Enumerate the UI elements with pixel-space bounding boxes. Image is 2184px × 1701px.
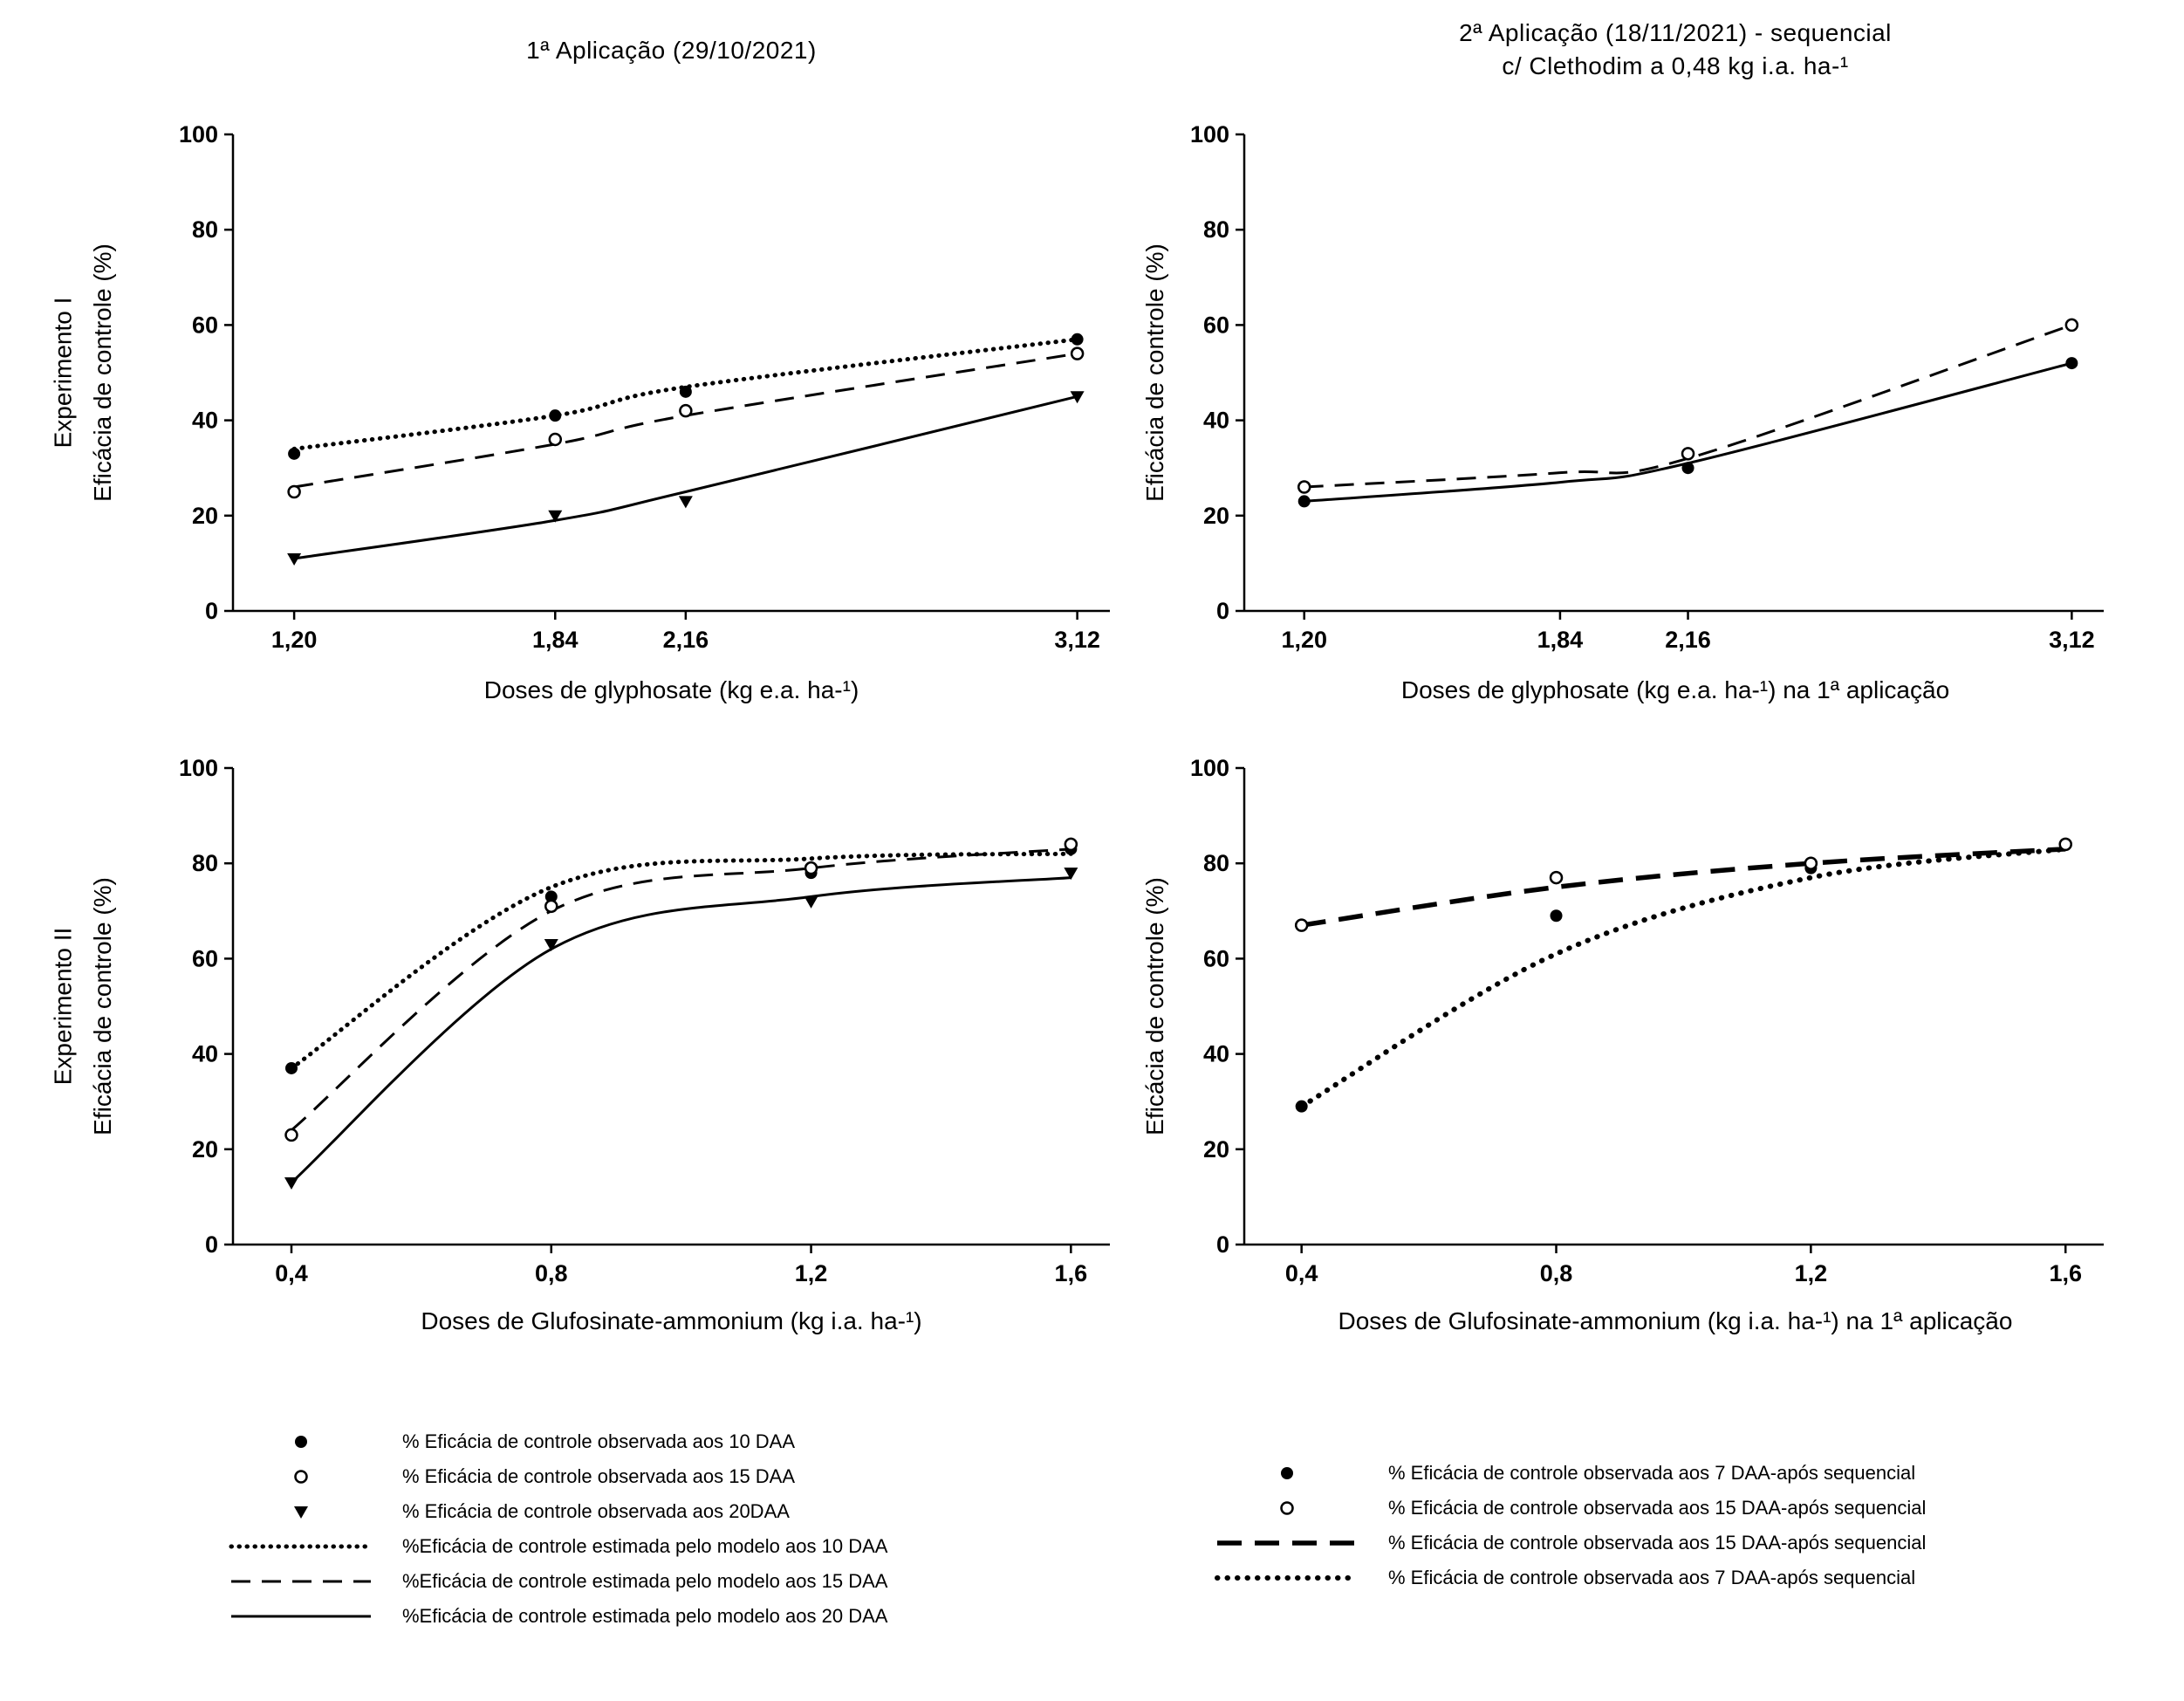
svg-text:1,20: 1,20 bbox=[271, 627, 318, 653]
y-axis-label-exp2-app1: Eficácia de controle (%) bbox=[84, 768, 122, 1245]
svg-text:40: 40 bbox=[1203, 408, 1229, 434]
legend-item-label: %Eficácia de controle estimada pelo mode… bbox=[402, 1535, 888, 1557]
filled-circle-icon bbox=[1208, 1461, 1366, 1485]
svg-text:40: 40 bbox=[1203, 1041, 1229, 1067]
legend-item: % Eficácia de controle observada aos 7 D… bbox=[1208, 1456, 1926, 1491]
svg-text:80: 80 bbox=[1203, 850, 1229, 876]
legend-experimentos: % Eficácia de controle observada aos 10 … bbox=[223, 1424, 887, 1634]
plot-seq-glyphosate: 0 20 40 60 80 100 1,20 1,84 2,16 3,12 bbox=[1190, 121, 2104, 653]
x-axis-label-exp1-app1: Doses de glyphosate (kg e.a. ha-¹) bbox=[483, 676, 859, 703]
thick-dotted-line-sample bbox=[1208, 1566, 1366, 1590]
svg-text:3,12: 3,12 bbox=[2049, 627, 2095, 653]
chart-title-seq-glyphosate: 2ª Aplicação (18/11/2021) - sequencial bbox=[1459, 19, 1892, 46]
legend-item-label: % Eficácia de controle observada aos 15 … bbox=[402, 1465, 796, 1487]
chart-title-exp1-app1: 1ª Aplicação (29/10/2021) bbox=[526, 37, 817, 64]
y-axis-experiment1-label: Experimento I bbox=[44, 134, 82, 611]
svg-text:2,16: 2,16 bbox=[1665, 627, 1711, 653]
svg-text:100: 100 bbox=[1190, 121, 1229, 147]
legend-item: %Eficácia de controle estimada pelo mode… bbox=[223, 1564, 887, 1599]
svg-text:3,12: 3,12 bbox=[1054, 627, 1100, 653]
legend-item: % Eficácia de controle observada aos 20D… bbox=[223, 1494, 887, 1529]
svg-text:0,8: 0,8 bbox=[535, 1260, 568, 1286]
legend-item: % Eficácia de controle observada aos 15 … bbox=[223, 1459, 887, 1494]
legend-item-label: % Eficácia de controle observada aos 15 … bbox=[1388, 1497, 1927, 1519]
svg-text:1,84: 1,84 bbox=[532, 627, 579, 653]
svg-text:60: 60 bbox=[192, 312, 218, 338]
svg-text:60: 60 bbox=[1203, 312, 1229, 338]
x-axis-label-seq-glyphosate: Doses de glyphosate (kg e.a. ha-¹) na 1ª… bbox=[1400, 676, 1950, 703]
legend-item: % Eficácia de controle observada aos 15 … bbox=[1208, 1491, 1926, 1526]
svg-text:80: 80 bbox=[192, 850, 218, 876]
svg-text:0,8: 0,8 bbox=[1540, 1260, 1573, 1286]
svg-text:0,4: 0,4 bbox=[275, 1260, 308, 1286]
svg-text:0: 0 bbox=[205, 598, 218, 624]
legend-item-label: %Eficácia de controle estimada pelo mode… bbox=[402, 1605, 888, 1627]
y-axis-label-seq-glyphosate-text: Eficácia de controle (%) bbox=[1141, 243, 1168, 502]
x-axis-label-seq-glufosinate: Doses de Glufosinate-ammonium (kg i.a. h… bbox=[1338, 1307, 2013, 1334]
svg-text:80: 80 bbox=[192, 216, 218, 243]
y-axis-label-exp2-app1-text: Eficácia de controle (%) bbox=[89, 877, 116, 1135]
y-axis-experiment2-label: Experimento II bbox=[44, 768, 82, 1245]
svg-text:100: 100 bbox=[179, 755, 218, 781]
legend-item-label: % Eficácia de controle observada aos 7 D… bbox=[1388, 1462, 1916, 1484]
svg-text:80: 80 bbox=[1203, 216, 1229, 243]
y-axis-experiment1-label-text: Experimento I bbox=[49, 297, 76, 449]
dotted-line-sample bbox=[223, 1534, 380, 1559]
svg-text:20: 20 bbox=[1203, 1136, 1229, 1163]
svg-text:60: 60 bbox=[1203, 945, 1229, 971]
svg-text:100: 100 bbox=[1190, 755, 1229, 781]
svg-text:1,2: 1,2 bbox=[795, 1260, 828, 1286]
svg-text:1,6: 1,6 bbox=[1055, 1260, 1088, 1286]
legend-item-label: % Eficácia de controle observada aos 20D… bbox=[402, 1500, 790, 1522]
svg-text:0,4: 0,4 bbox=[1285, 1260, 1318, 1286]
legend-item-label: %Eficácia de controle estimada pelo mode… bbox=[402, 1570, 888, 1592]
chart-subtitle-seq-glyphosate: c/ Clethodim a 0,48 kg i.a. ha-¹ bbox=[1502, 52, 1849, 79]
svg-text:1,2: 1,2 bbox=[1795, 1260, 1828, 1286]
open-circle-icon bbox=[1208, 1496, 1366, 1520]
svg-text:20: 20 bbox=[192, 1136, 218, 1163]
svg-text:20: 20 bbox=[192, 503, 218, 529]
legend-item: % Eficácia de controle observada aos 15 … bbox=[1208, 1526, 1926, 1560]
legend-item: % Eficácia de controle observada aos 10 … bbox=[223, 1424, 887, 1459]
legend-item-label: % Eficácia de controle observada aos 10 … bbox=[402, 1430, 796, 1452]
svg-text:1,84: 1,84 bbox=[1537, 627, 1584, 653]
legend-item: % Eficácia de controle observada aos 7 D… bbox=[1208, 1560, 1926, 1595]
svg-text:60: 60 bbox=[192, 945, 218, 971]
thick-dashed-line-sample bbox=[1208, 1531, 1366, 1555]
filled-triangle-down-icon bbox=[223, 1499, 380, 1524]
y-axis-label-exp1-app1: Eficácia de controle (%) bbox=[84, 134, 122, 611]
legend-item: %Eficácia de controle estimada pelo mode… bbox=[223, 1599, 887, 1634]
svg-text:0: 0 bbox=[1216, 598, 1229, 624]
svg-text:100: 100 bbox=[179, 121, 218, 147]
open-circle-icon bbox=[223, 1464, 380, 1489]
y-axis-label-seq-glufosinate-text: Eficácia de controle (%) bbox=[1141, 877, 1168, 1135]
svg-text:0: 0 bbox=[205, 1231, 218, 1258]
x-axis-label-exp2-app1: Doses de Glufosinate-ammonium (kg i.a. h… bbox=[421, 1307, 922, 1334]
svg-text:1,20: 1,20 bbox=[1281, 627, 1327, 653]
legend-item-label: % Eficácia de controle observada aos 15 … bbox=[1388, 1532, 1927, 1554]
filled-circle-icon bbox=[223, 1430, 380, 1454]
svg-text:2,16: 2,16 bbox=[663, 627, 709, 653]
svg-text:1,6: 1,6 bbox=[2049, 1260, 2082, 1286]
svg-text:20: 20 bbox=[1203, 503, 1229, 529]
svg-text:40: 40 bbox=[192, 1041, 218, 1067]
plot-exp1-app1: 0 20 40 60 80 100 1,20 1,84 2,16 3,12 bbox=[179, 121, 1110, 653]
solid-line-sample bbox=[223, 1604, 380, 1629]
y-axis-experiment2-label-text: Experimento II bbox=[49, 927, 76, 1086]
legend-sequencial: % Eficácia de controle observada aos 7 D… bbox=[1208, 1456, 1926, 1595]
svg-text:0: 0 bbox=[1216, 1231, 1229, 1258]
svg-text:40: 40 bbox=[192, 408, 218, 434]
y-axis-label-exp1-app1-text: Eficácia de controle (%) bbox=[89, 243, 116, 502]
y-axis-label-seq-glyphosate: Eficácia de controle (%) bbox=[1136, 134, 1174, 611]
plot-seq-glufosinate: 0 20 40 60 80 100 0,4 0,8 1,2 1,6 bbox=[1190, 755, 2104, 1286]
dashed-line-sample bbox=[223, 1569, 380, 1594]
legend-item-label: % Eficácia de controle observada aos 7 D… bbox=[1388, 1567, 1916, 1588]
y-axis-label-seq-glufosinate: Eficácia de controle (%) bbox=[1136, 768, 1174, 1245]
legend-item: %Eficácia de controle estimada pelo mode… bbox=[223, 1529, 887, 1564]
plot-exp2-app1: 0 20 40 60 80 100 0,4 0,8 1,2 1,6 bbox=[179, 755, 1110, 1286]
